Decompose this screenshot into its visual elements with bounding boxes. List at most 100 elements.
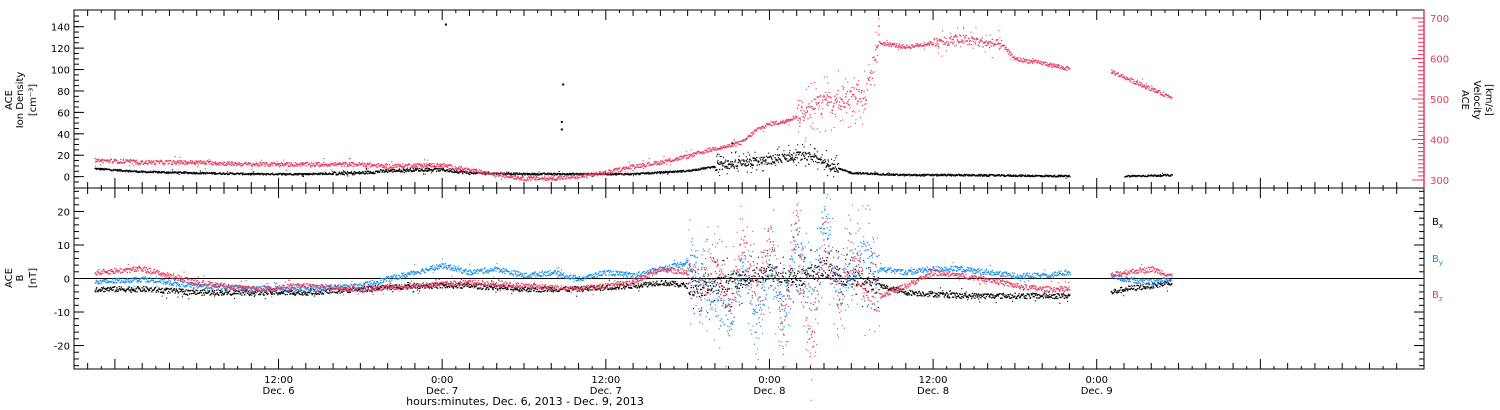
velocity-series-point: [733, 145, 735, 147]
density-series-point: [724, 161, 726, 163]
density-series-point: [977, 175, 979, 177]
density-series-point: [666, 172, 668, 174]
velocity-series-point: [472, 169, 474, 171]
velocity-series-point: [420, 163, 422, 165]
velocity-series-point: [933, 39, 935, 41]
density-series-point: [986, 174, 988, 176]
velocity-series-point: [338, 162, 340, 164]
density-series-point: [805, 165, 807, 167]
velocity-series-point: [663, 156, 665, 158]
density-series-point: [879, 173, 882, 175]
density-series-point: [787, 154, 789, 156]
density-series-point: [531, 172, 533, 174]
velocity-series-point: [751, 131, 753, 133]
bx-series-point: [162, 291, 164, 293]
velocity-series-point: [853, 87, 855, 89]
velocity-series-point: [119, 162, 121, 164]
velocity-series-point: [661, 162, 663, 164]
velocity-series-point: [315, 163, 318, 165]
velocity-series-point: [95, 160, 97, 162]
velocity-series-point: [791, 119, 793, 121]
velocity-series-point: [1005, 46, 1007, 48]
velocity-series-point: [866, 89, 869, 91]
velocity-series-point: [275, 164, 277, 166]
velocity-series-point: [943, 43, 945, 45]
velocity-series-point: [458, 168, 460, 170]
density-series-point: [324, 173, 326, 175]
density-series-point: [891, 173, 893, 175]
density-series-point: [165, 172, 168, 174]
velocity-series-point: [1029, 61, 1032, 63]
density-series-point: [839, 167, 841, 170]
velocity-series-point: [488, 172, 491, 174]
velocity-series-point: [283, 165, 285, 167]
velocity-series-point: [802, 116, 804, 118]
density-series-point: [817, 158, 819, 160]
velocity-series-point: [180, 162, 182, 164]
bx-series-point: [193, 288, 195, 290]
velocity-series-point: [818, 105, 821, 107]
density-series-point: [242, 172, 244, 174]
density-series-point: [660, 171, 662, 174]
velocity-series-point: [655, 162, 657, 164]
velocity-series-point: [914, 45, 917, 47]
density-series-point: [692, 169, 695, 171]
velocity-series-point: [811, 100, 813, 102]
density-series-point: [958, 173, 960, 176]
velocity-series-point: [261, 164, 263, 167]
density-series-point: [538, 171, 540, 173]
density-series-point: [265, 174, 267, 176]
density-series-point: [798, 162, 800, 164]
velocity-series-point: [622, 173, 624, 175]
velocity-series-point: [961, 41, 963, 43]
density-series-point: [392, 168, 395, 170]
velocity-series-point: [410, 166, 413, 168]
velocity-series-point: [471, 171, 474, 173]
density-series-point: [280, 173, 282, 175]
velocity-series-point: [494, 173, 497, 175]
velocity-series-point: [661, 160, 663, 163]
velocity-series-point: [746, 137, 749, 139]
velocity-series-point: [1051, 64, 1053, 66]
density-series-point: [744, 163, 746, 165]
velocity-series-point: [239, 164, 241, 166]
density-series-point: [719, 174, 721, 176]
velocity-series-point: [761, 126, 763, 128]
velocity-series-point: [446, 164, 448, 166]
velocity-series-point: [992, 45, 995, 47]
velocity-series-point: [806, 111, 809, 113]
density-series-point: [667, 171, 669, 173]
density-series-point: [515, 174, 517, 176]
velocity-series-point: [390, 166, 392, 168]
top-left-tick-label: 20: [57, 151, 70, 162]
velocity-series-point: [1147, 85, 1149, 87]
bx-series-point: [199, 291, 201, 294]
density-series-point: [448, 168, 450, 170]
velocity-series-point: [808, 103, 810, 105]
velocity-series-point: [830, 101, 833, 103]
density-series-point: [786, 160, 788, 162]
density-series-point: [794, 156, 797, 159]
velocity-series-point: [863, 109, 865, 111]
density-series-point: [792, 160, 794, 162]
density-series-point: [249, 173, 252, 175]
density-series-point: [905, 174, 907, 177]
velocity-series-point: [467, 168, 469, 170]
velocity-series-point: [257, 165, 259, 167]
velocity-series-point: [557, 177, 559, 180]
velocity-series-point: [821, 116, 823, 118]
density-series-point: [432, 170, 434, 172]
velocity-series-point: [918, 45, 920, 47]
density-series-point: [368, 172, 371, 174]
velocity-series-point: [424, 159, 426, 161]
velocity-series-point: [877, 55, 879, 57]
density-series-point: [331, 173, 333, 176]
velocity-series-point: [517, 175, 519, 178]
time-tick-label: 0:00: [758, 375, 780, 386]
velocity-series-point: [149, 161, 151, 163]
velocity-series-point: [979, 40, 981, 43]
velocity-series-point: [717, 147, 720, 150]
velocity-series-point: [936, 39, 938, 41]
velocity-series-point: [969, 40, 972, 42]
density-series-point: [213, 172, 215, 174]
